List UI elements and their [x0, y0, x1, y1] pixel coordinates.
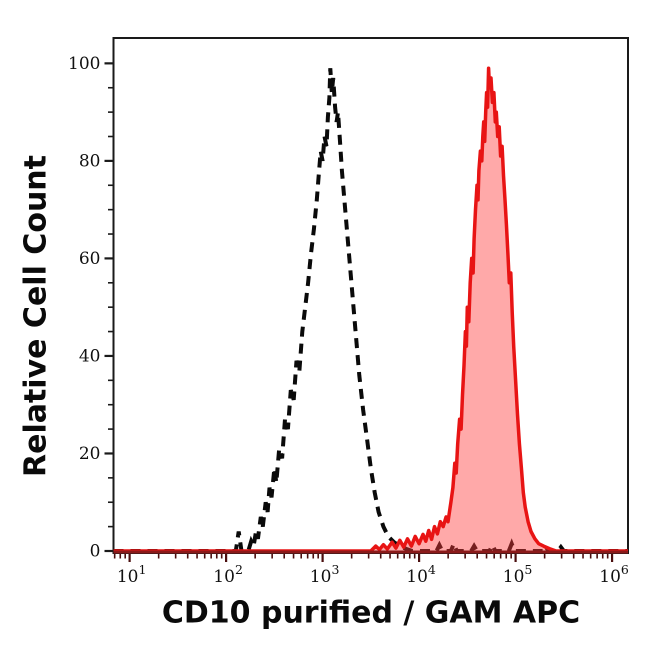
y-tick-label: 80 — [79, 151, 101, 171]
x-tick-label: 105 — [503, 562, 533, 587]
x-axis-title: CD10 purified / GAM APC — [161, 595, 581, 631]
y-tick-label: 40 — [79, 346, 101, 366]
cd10-apc-curve — [113, 66, 628, 553]
y-tick-label: 100 — [68, 54, 100, 74]
control-dashed-curve — [113, 68, 628, 553]
x-tick-label: 101 — [117, 562, 147, 587]
x-tick-label: 102 — [213, 562, 243, 587]
y-tick-label: 0 — [90, 542, 101, 562]
x-tick-label: 106 — [599, 562, 629, 587]
y-axis-title: Relative Cell Count — [18, 154, 54, 478]
y-tick-label: 60 — [79, 249, 101, 269]
y-tick-label: 20 — [79, 444, 101, 464]
x-tick-label: 104 — [406, 562, 436, 587]
x-tick-label: 103 — [310, 562, 340, 587]
